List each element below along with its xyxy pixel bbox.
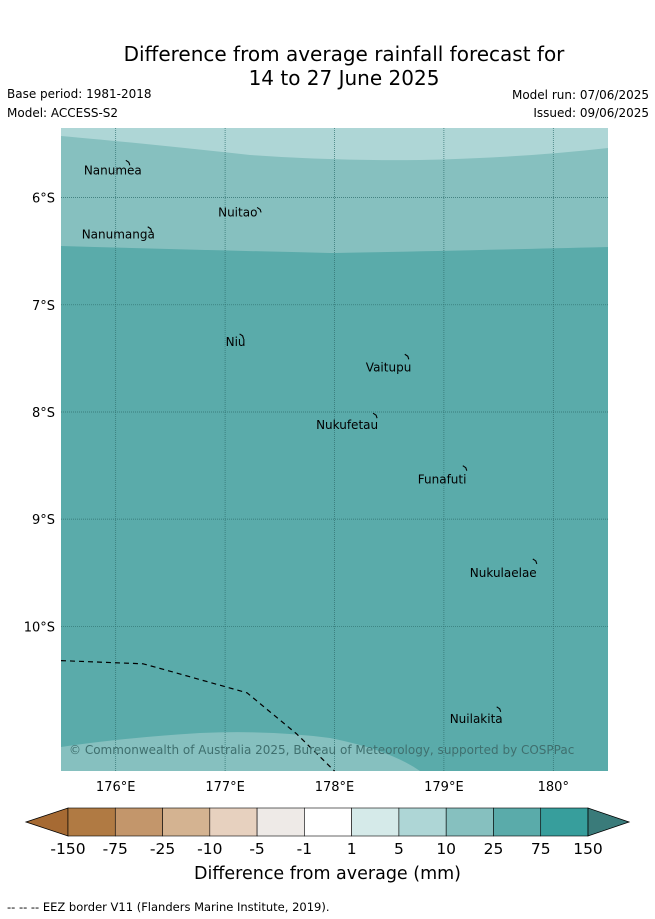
colorbar-segment — [256, 807, 305, 837]
eez-footnote: -- -- -- EEZ border V11 (Flanders Marine… — [7, 900, 330, 914]
island-shape — [532, 558, 538, 565]
colorbar-segment — [445, 807, 494, 837]
island-shape — [125, 159, 131, 166]
island-label: Vaitupu — [366, 360, 412, 374]
y-tick-label: 7°S — [32, 299, 55, 314]
colorbar-label: 150 — [573, 840, 603, 858]
colorbar-label: -75 — [103, 840, 128, 858]
model-name: Model: ACCESS-S2 — [7, 106, 119, 120]
colorbar-label: -150 — [50, 840, 85, 858]
fill-10-25-south — [61, 732, 420, 771]
y-tick-label: 9°S — [32, 513, 55, 528]
island-label: Nukulaelae — [470, 566, 537, 580]
island-funafuti: Funafuti — [418, 465, 468, 487]
map-title: Difference from average rainfall forecas… — [0, 42, 655, 90]
eez-border-line — [60, 660, 335, 772]
island-label: Nanumea — [84, 163, 142, 177]
colorbar-segment — [351, 807, 400, 837]
colorbar-segment — [209, 807, 258, 837]
colorbar-label: 75 — [531, 840, 551, 858]
x-tick-label: 177°E — [205, 780, 245, 795]
island-shape — [147, 226, 153, 232]
colorbar-segment — [67, 807, 116, 837]
island-shape — [462, 465, 468, 471]
base-period: Base period: 1981-2018 — [7, 87, 152, 101]
x-tick-label: 178°E — [315, 780, 355, 795]
island-label: Nuitao — [218, 205, 257, 219]
y-tick-label: 8°S — [32, 406, 55, 421]
colorbar-extend-low — [24, 807, 69, 837]
colorbar-segment — [162, 807, 211, 837]
island-label: Funafuti — [418, 473, 467, 487]
island-nanumea: Nanumea — [84, 159, 142, 177]
island-shape — [372, 412, 378, 419]
island-nanumanga: Nanumanga — [82, 226, 155, 242]
colorbar-segment — [540, 807, 589, 837]
colorbar-label: -1 — [297, 840, 312, 858]
island-shape — [404, 353, 410, 360]
colorbar-label: 5 — [394, 840, 404, 858]
island-shape — [256, 206, 262, 213]
colorbar: -150 -75 -25 -10 -5 -1 1 5 10 25 75 150 — [24, 807, 631, 858]
island-niu: Niu — [226, 333, 246, 349]
island-label: Niu — [226, 335, 246, 349]
island-vaitupu: Vaitupu — [366, 353, 412, 374]
island-nukufetau: Nukufetau — [316, 412, 378, 432]
issued-date: Issued: 09/06/2025 — [533, 106, 649, 120]
copyright-notice: © Commonwealth of Australia 2025, Bureau… — [69, 743, 574, 757]
island-nukulaelae: Nukulaelae — [470, 558, 538, 580]
x-tick-label: 179°E — [424, 780, 464, 795]
model-run: Model run: 07/06/2025 — [511, 88, 649, 102]
colorbar-label: -5 — [249, 840, 264, 858]
x-tick-label: 176°E — [96, 780, 136, 795]
island-nuilakita: Nuilakita — [450, 706, 503, 726]
y-tick-label: 10°S — [24, 620, 55, 635]
colorbar-label: 1 — [347, 840, 357, 858]
colorbar-label: 10 — [436, 840, 456, 858]
eez-border — [60, 660, 335, 772]
island-shape — [239, 333, 245, 340]
island-label: Nuilakita — [450, 712, 503, 726]
island-nuitao: Nuitao — [218, 205, 262, 219]
x-tick-label: 180° — [538, 780, 569, 795]
colorbar-segment — [398, 807, 447, 837]
colorbar-title: Difference from average (mm) — [193, 864, 462, 884]
colorbar-segment — [114, 807, 163, 837]
title-line-2: 14 to 27 June 2025 — [248, 66, 440, 90]
colorbar-label: 25 — [484, 840, 504, 858]
colorbar-label: -10 — [197, 840, 222, 858]
islands: Nanumea Nuitao Nanumanga Niu Vaitupu Nukufeta… — [82, 159, 538, 726]
title-line-1: Difference from average rainfall forecas… — [123, 42, 565, 66]
colorbar-label: -25 — [150, 840, 175, 858]
colorbar-segment — [304, 807, 352, 837]
axis-ticks: 176°E 177°E 178°E 179°E 180° 6°S 7°S 8°S 9°S 10°S — [24, 192, 569, 795]
island-label: Nukufetau — [316, 418, 378, 432]
island-shape — [496, 706, 502, 713]
island-label: Nanumanga — [82, 228, 155, 242]
colorbar-segment — [493, 807, 542, 837]
colorbar-extend-high — [587, 807, 631, 837]
y-tick-label: 6°S — [32, 192, 55, 207]
